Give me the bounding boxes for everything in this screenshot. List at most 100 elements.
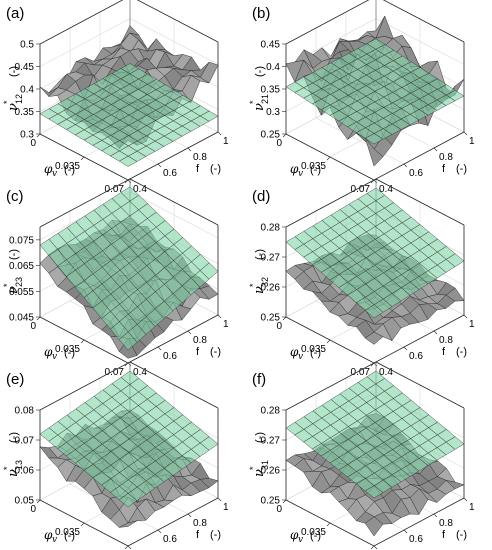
- f-tick-mark: [157, 529, 162, 534]
- f-axis-label: f (-): [442, 346, 467, 358]
- panel-label: (e): [6, 371, 24, 388]
- z-label-sub: 12: [14, 94, 24, 104]
- f-tick-label: 1: [223, 502, 229, 513]
- z-axis-label: ν* 12 (-): [2, 66, 24, 111]
- z-axis-label: ν* 31 (-): [248, 432, 270, 477]
- box-top-edge: [285, 0, 465, 45]
- panel-d: 0.25 0.26 0.27 0.28 0 0.035 0.07 0.4 0.6 0.8 1 (d) ν…: [248, 178, 475, 378]
- panel-e: 0.05 0.06 0.07 0.08 0 0.035 0.07 0.4 0.6 0.8 1 (e) ν…: [2, 361, 229, 550]
- z-label-symbol: ν: [6, 103, 21, 111]
- z-label-unit: (-): [8, 249, 20, 260]
- z-label-sub: 31: [260, 460, 270, 470]
- f-tick-mark: [187, 330, 192, 335]
- z-tick-label: 0.45: [261, 40, 281, 51]
- f-tick-mark: [373, 545, 378, 550]
- z-label-symbol: ν: [252, 286, 267, 294]
- phi-tick-label: 0: [276, 138, 282, 149]
- z-tick-label: 0.45: [15, 62, 35, 73]
- f-tick-mark: [433, 513, 438, 518]
- f-tick-label: 0.8: [439, 152, 453, 163]
- phi-tick-label: 0: [30, 321, 36, 332]
- f-tick-mark: [127, 545, 132, 550]
- panel-label: (d): [252, 188, 270, 205]
- f-tick-label: 0.8: [439, 518, 453, 529]
- phi-tick-label: 0.035: [301, 344, 326, 355]
- phi-tick-mark: [326, 339, 331, 344]
- f-label-symbol: f: [442, 529, 446, 541]
- z-tick-label: 0.075: [9, 235, 34, 246]
- panel-label: (a): [6, 5, 24, 22]
- f-tick-label: 0.6: [163, 351, 177, 362]
- z-axis-label: ν* 21 (-): [248, 66, 270, 111]
- z-label-symbol: ν: [252, 469, 267, 477]
- f-axis-line: [127, 314, 219, 364]
- f-tick-mark: [373, 362, 378, 367]
- phi-tick-mark: [326, 522, 331, 527]
- surface-cell: [364, 331, 384, 345]
- z-tick-label: 0.28: [261, 406, 281, 417]
- z-tick-label: 0.35: [15, 107, 35, 118]
- phi-axis-label: φ v (-): [290, 345, 321, 362]
- f-tick-mark: [217, 131, 222, 136]
- f-tick-label: 0.6: [409, 534, 423, 545]
- f-axis-label: f (-): [196, 163, 221, 175]
- f-tick-mark: [157, 163, 162, 168]
- z-label-sup: *: [2, 100, 12, 104]
- z-tick-label: 0.3: [266, 107, 280, 118]
- f-tick-mark: [127, 179, 132, 184]
- phi-tick-mark: [282, 316, 287, 321]
- phi-label-sub: v: [298, 169, 303, 179]
- f-tick-mark: [433, 147, 438, 152]
- z-tick-label: 0.26: [261, 283, 281, 294]
- z-label-sup: *: [248, 283, 258, 287]
- phi-label-unit: (-): [64, 530, 75, 542]
- phi-label-unit: (-): [310, 164, 321, 176]
- panel-label: (b): [252, 5, 270, 22]
- surface-cell: [118, 331, 138, 351]
- phi-label-symbol: φ: [290, 162, 299, 176]
- z-label-unit: (-): [8, 432, 20, 443]
- phi-tick-mark: [326, 156, 331, 161]
- f-tick-mark: [187, 513, 192, 518]
- surface-green-plane: [39, 186, 219, 351]
- f-tick-mark: [217, 497, 222, 502]
- phi-label-sub: v: [298, 352, 303, 362]
- f-tick-label: 1: [469, 502, 475, 513]
- f-tick-mark: [403, 529, 408, 534]
- surface-green-plane: [39, 370, 219, 508]
- f-axis-label: f (-): [196, 346, 221, 358]
- z-axis-label: ν* 32 (-): [248, 249, 270, 294]
- phi-tick-mark: [36, 133, 41, 138]
- phi-label-unit: (-): [310, 347, 321, 359]
- phi-axis-label: φ v (-): [290, 528, 321, 545]
- z-tick-label: 0.055: [9, 287, 34, 298]
- phi-tick-label: 0: [276, 321, 282, 332]
- surface-green-plane: [285, 187, 465, 319]
- z-tick-label: 0.35: [261, 85, 281, 96]
- panel-b: 0.25 0.3 0.35 0.4 0.45 0 0.035 0.07 0.4 0.6 0.8 1 (b…: [248, 0, 475, 195]
- z-tick-label: 0.25: [261, 313, 281, 324]
- phi-label-symbol: φ: [44, 345, 53, 359]
- surface-cell: [364, 516, 384, 537]
- f-tick-label: 0.8: [193, 335, 207, 346]
- f-tick-mark: [187, 147, 192, 152]
- z-tick-label: 0.07: [15, 436, 35, 447]
- f-label-unit: (-): [210, 163, 221, 175]
- phi-tick-mark: [80, 339, 85, 344]
- f-axis-label: f (-): [442, 163, 467, 175]
- phi-tick-mark: [282, 133, 287, 138]
- surface-cell: [118, 493, 138, 508]
- f-tick-mark: [373, 179, 378, 184]
- z-tick-label: 0.4: [20, 85, 34, 96]
- surface-green-plane: [285, 38, 465, 145]
- z-label-sup: *: [2, 466, 12, 470]
- phi-label-symbol: φ: [290, 528, 299, 542]
- f-tick-mark: [403, 346, 408, 351]
- f-tick-label: 1: [469, 319, 475, 330]
- phi-tick-label: 0.07: [351, 184, 371, 195]
- f-tick-label: 0.6: [163, 534, 177, 545]
- z-label-sub: 32: [260, 277, 270, 287]
- phi-tick-label: 0.035: [55, 344, 80, 355]
- phi-label-sub: v: [52, 352, 57, 362]
